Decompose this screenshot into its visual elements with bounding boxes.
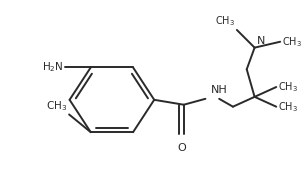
Text: CH$_3$: CH$_3$ (46, 99, 67, 113)
Text: N: N (257, 36, 265, 46)
Text: CH$_3$: CH$_3$ (278, 80, 298, 94)
Text: O: O (177, 143, 186, 153)
Text: CH$_3$: CH$_3$ (282, 35, 302, 49)
Text: NH: NH (211, 85, 228, 95)
Text: H$_2$N: H$_2$N (42, 61, 63, 74)
Text: CH$_3$: CH$_3$ (278, 100, 298, 114)
Text: CH$_3$: CH$_3$ (215, 14, 235, 28)
